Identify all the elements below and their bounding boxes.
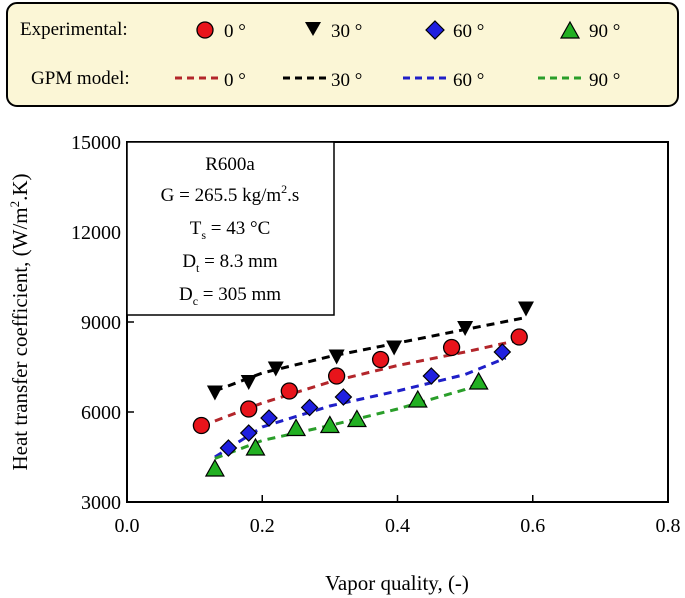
annotation-tube-diameter: Dt = 8.3 mm: [182, 251, 278, 275]
data-point-0: [327, 367, 346, 385]
legend-exp-label-30: 30 °: [331, 21, 362, 42]
data-point-60: [219, 439, 238, 457]
experimental-markers: [192, 301, 534, 477]
data-point-0: [192, 416, 211, 435]
x-tick-label: 0.0: [115, 515, 140, 537]
legend: Experimental: GPM model: 0 ° 30 ° 60 ° 9…: [6, 2, 679, 107]
legend-box: [6, 2, 679, 107]
data-point-60: [260, 409, 278, 427]
data-point-90: [245, 437, 266, 456]
data-point-90: [204, 458, 225, 477]
data-point-30: [328, 349, 345, 365]
y-tick-label: 12000: [71, 222, 121, 244]
legend-marker-60: [425, 20, 445, 40]
data-point-90: [468, 371, 489, 390]
data-point-90: [346, 409, 367, 428]
data-point-0: [371, 350, 390, 369]
data-point-30: [457, 321, 474, 336]
legend-model-label-60: 60 °: [453, 70, 484, 91]
x-tick-label: 0.2: [250, 515, 275, 537]
data-point-30: [267, 361, 284, 377]
annotation-fluid: R600a: [205, 154, 255, 175]
x-tick-label: 0.6: [520, 515, 545, 537]
y-tick-label: 6000: [81, 402, 121, 424]
legend-exp-label-0: 0 °: [224, 21, 246, 42]
axis-ticks: 0.0 0.2 0.4 0.6 0.8 3000 6000 9000 12000 15000: [71, 132, 681, 537]
annotation-saturation-temp: Ts = 43 °C: [190, 218, 271, 242]
y-tick-label: 15000: [71, 132, 121, 154]
x-tick-label: 0.8: [656, 515, 681, 537]
data-point-90: [407, 389, 428, 408]
legend-experimental-label: Experimental:: [20, 19, 128, 40]
data-point-60: [334, 388, 353, 406]
legend-exp-label-60: 60 °: [453, 21, 484, 42]
legend-exp-label-90: 90 °: [589, 21, 620, 42]
legend-model-label-30: 30 °: [331, 70, 362, 91]
annotation-mass-flux: G = 265.5 kg/m2.s: [161, 182, 300, 206]
data-point-90: [319, 415, 340, 434]
data-point-30: [517, 301, 534, 317]
data-point-30: [206, 385, 223, 401]
legend-model-label: GPM model:: [31, 68, 130, 89]
annotation-coil-diameter: Dc = 305 mm: [179, 284, 281, 308]
data-point-30: [240, 375, 257, 390]
data-point-60: [493, 343, 512, 361]
data-point-60: [239, 424, 258, 442]
data-point-0: [510, 328, 528, 346]
data-point-0: [442, 338, 461, 357]
legend-marker-90: [559, 20, 581, 39]
data-point-0: [280, 382, 298, 400]
data-point-60: [300, 398, 319, 417]
x-axis-title: Vapor quality, (-): [325, 571, 469, 595]
data-point-0: [240, 400, 258, 418]
y-tick-label: 3000: [81, 492, 121, 514]
data-point-30: [386, 340, 403, 356]
y-tick-label: 9000: [81, 312, 121, 334]
annotation: R600a G = 265.5 kg/m2.s Ts = 43 °C Dt = …: [126, 141, 335, 316]
model-line-0: [214, 338, 520, 423]
x-tick-label: 0.4: [385, 515, 410, 537]
annotation-box: [126, 141, 335, 316]
y-axis-title: Heat transfer coefficient, (W/m2.K): [7, 173, 32, 470]
data-point-60: [422, 367, 441, 385]
legend-model-label-90: 90 °: [589, 70, 620, 91]
legend-marker-0: [196, 21, 214, 39]
legend-marker-30: [305, 22, 321, 36]
legend-model-label-0: 0 °: [224, 70, 246, 91]
data-point-90: [286, 418, 307, 437]
